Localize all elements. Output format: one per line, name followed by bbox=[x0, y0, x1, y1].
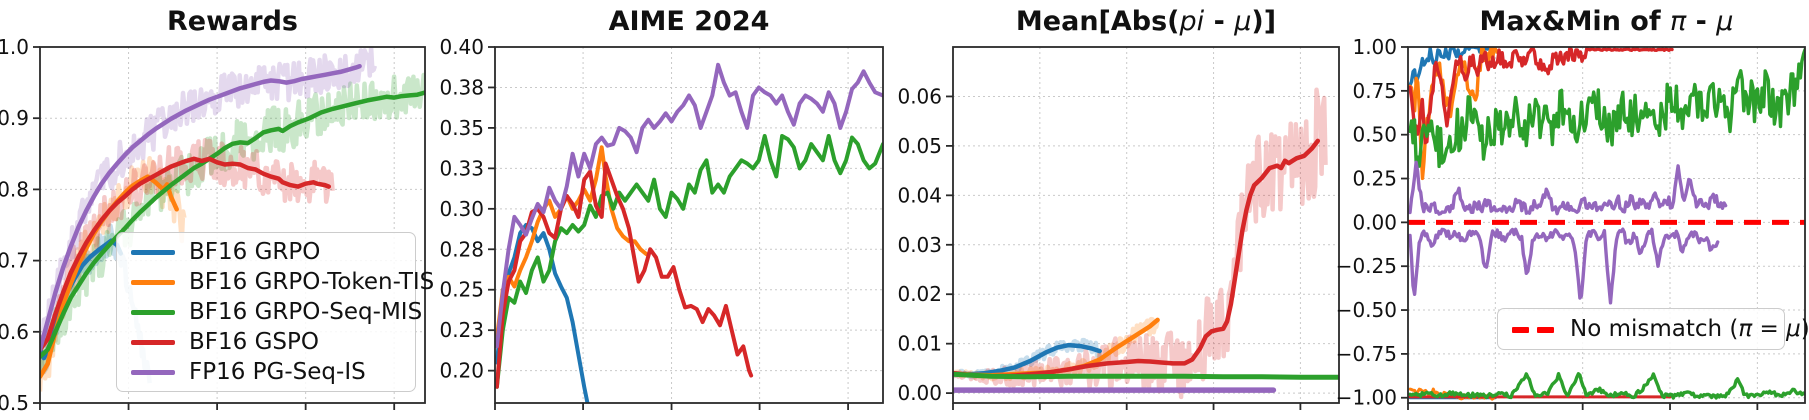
y-tick-label: 0.33 bbox=[439, 156, 484, 180]
y-tick-label: 0.6 bbox=[0, 320, 29, 344]
legend-label: BF16 GSPO bbox=[189, 329, 319, 355]
y-tick-label: 0.50 bbox=[1352, 123, 1397, 147]
legend-row: BF16 GSPO bbox=[117, 327, 415, 357]
plot-frame bbox=[952, 46, 1340, 404]
legend-no-mismatch: No mismatch (π = μ) bbox=[1497, 308, 1809, 350]
legend-row: BF16 GRPO-Seq-MIS bbox=[117, 297, 422, 327]
y-tick-label: 0.75 bbox=[1352, 79, 1397, 103]
chart-title-3: Max&Min of π - μ bbox=[1479, 6, 1734, 37]
legend-dashed-swatch bbox=[1512, 326, 1556, 333]
y-tick-label: 0.00 bbox=[1352, 210, 1397, 234]
legend-line-swatch bbox=[131, 279, 175, 285]
series-bf16-grpo-seq-mis-min bbox=[1408, 372, 1805, 400]
series-layer bbox=[40, 47, 425, 392]
y-tick-label: 0.7 bbox=[0, 249, 29, 273]
y-tick-label: 0.23 bbox=[439, 318, 484, 342]
legend-rewards: BF16 GRPO BF16 GRPO-Token-TIS BF16 GRPO-Se… bbox=[116, 232, 434, 392]
series-bf16-gspo bbox=[40, 156, 332, 352]
y-tick-label: 0.01 bbox=[897, 332, 942, 356]
plot-frame bbox=[1407, 46, 1806, 404]
y-tick-label: 0.04 bbox=[897, 183, 942, 207]
y-tick-label: −0.25 bbox=[1336, 254, 1397, 278]
legend-line-swatch bbox=[131, 339, 175, 345]
y-tick-label: 0.00 bbox=[897, 381, 942, 405]
y-tick-label: 0.03 bbox=[897, 233, 942, 257]
chart-2: 0.06 0.05 0.04 0.03 0.02 0.01 0.00 bbox=[897, 46, 1340, 410]
series-bf16-grpo-seq-mis bbox=[495, 134, 883, 389]
series-bf16-grpo bbox=[495, 223, 590, 403]
y-tick-label: 0.20 bbox=[439, 359, 484, 383]
y-tick-label: 0.06 bbox=[897, 84, 942, 108]
series-fp16-pg-seq-is bbox=[495, 62, 883, 349]
series-bf16-grpo-token-tis-max bbox=[1408, 47, 1499, 181]
chart-0: 1.0 0.9 0.8 0.7 0.6 0.5 bbox=[0, 35, 426, 415]
legend-row: No mismatch (π = μ) bbox=[1498, 314, 1809, 344]
series-bf16-grpo-seq-mis bbox=[40, 90, 425, 359]
y-tick-label: 0.05 bbox=[897, 134, 942, 158]
legend-line-swatch bbox=[131, 249, 175, 255]
legend-label: No mismatch (π = μ) bbox=[1570, 316, 1809, 342]
legend-line-swatch bbox=[131, 369, 175, 375]
y-tick-label: 0.02 bbox=[897, 282, 942, 306]
series-bf16-gspo bbox=[953, 138, 1321, 379]
chart-3: 1.00 0.75 0.50 0.25 0.00 −0.25 −0.50 −0.75 −1.00 bbox=[1336, 35, 1806, 410]
series-layer bbox=[495, 62, 883, 403]
y-tick-label: 0.40 bbox=[439, 35, 484, 59]
legend-row: BF16 GRPO bbox=[117, 237, 415, 267]
series-bf16-gspo-max-saturated bbox=[1585, 47, 1674, 52]
y-tick-label: 0.35 bbox=[439, 116, 484, 140]
legend-label: BF16 GRPO bbox=[189, 239, 321, 265]
y-tick-label: −0.50 bbox=[1336, 298, 1397, 322]
series-bf16-grpo-seq-mis-max bbox=[1408, 47, 1805, 169]
series-fp16-pg-seq-is-max bbox=[1408, 160, 1728, 216]
legend-line-swatch bbox=[131, 309, 175, 315]
legend-label: BF16 GRPO-Seq-MIS bbox=[189, 299, 423, 325]
chart-title-0: Rewards bbox=[167, 6, 298, 37]
series-bf16-gspo bbox=[495, 161, 754, 389]
y-tick-label: 0.28 bbox=[439, 237, 484, 261]
legend-label: FP16 PG-Seq-IS bbox=[189, 359, 366, 385]
series-fp16-pg-seq-is bbox=[40, 63, 362, 352]
series-bf16-grpo-seq-mis bbox=[953, 371, 1339, 380]
legend-label: BF16 GRPO-Token-TIS bbox=[189, 269, 435, 295]
legend-row: BF16 GRPO-Token-TIS bbox=[117, 267, 434, 297]
y-tick-label: 1.00 bbox=[1352, 35, 1397, 59]
chart-title-1: AIME 2024 bbox=[608, 6, 770, 37]
chart-1: 0.40 0.38 0.35 0.33 0.30 0.28 0.25 0.23 0.20 bbox=[439, 35, 884, 410]
series-layer bbox=[953, 87, 1339, 400]
y-tick-label: 0.38 bbox=[439, 75, 484, 99]
series-layer bbox=[1408, 47, 1805, 401]
plot-frame bbox=[494, 46, 884, 404]
y-tick-label: −1.00 bbox=[1336, 386, 1397, 410]
legend-row: FP16 PG-Seq-IS bbox=[117, 357, 415, 387]
y-tick-label: 0.30 bbox=[439, 197, 484, 221]
y-tick-label: 0.8 bbox=[0, 177, 29, 201]
y-tick-label: −0.75 bbox=[1336, 342, 1397, 366]
plot-frame bbox=[39, 46, 426, 404]
y-tick-label: 0.9 bbox=[0, 106, 29, 130]
y-tick-label: 1.0 bbox=[0, 35, 29, 59]
series-bf16-gspo-max bbox=[1408, 47, 1589, 145]
chart-title-2: Mean[Abs(pi - μ)] bbox=[1015, 6, 1277, 37]
y-tick-label: 0.25 bbox=[439, 278, 484, 302]
series-fp16-pg-seq-is-min bbox=[1408, 227, 1720, 305]
y-tick-label: 0.5 bbox=[0, 391, 29, 415]
y-tick-label: 0.25 bbox=[1352, 167, 1397, 191]
